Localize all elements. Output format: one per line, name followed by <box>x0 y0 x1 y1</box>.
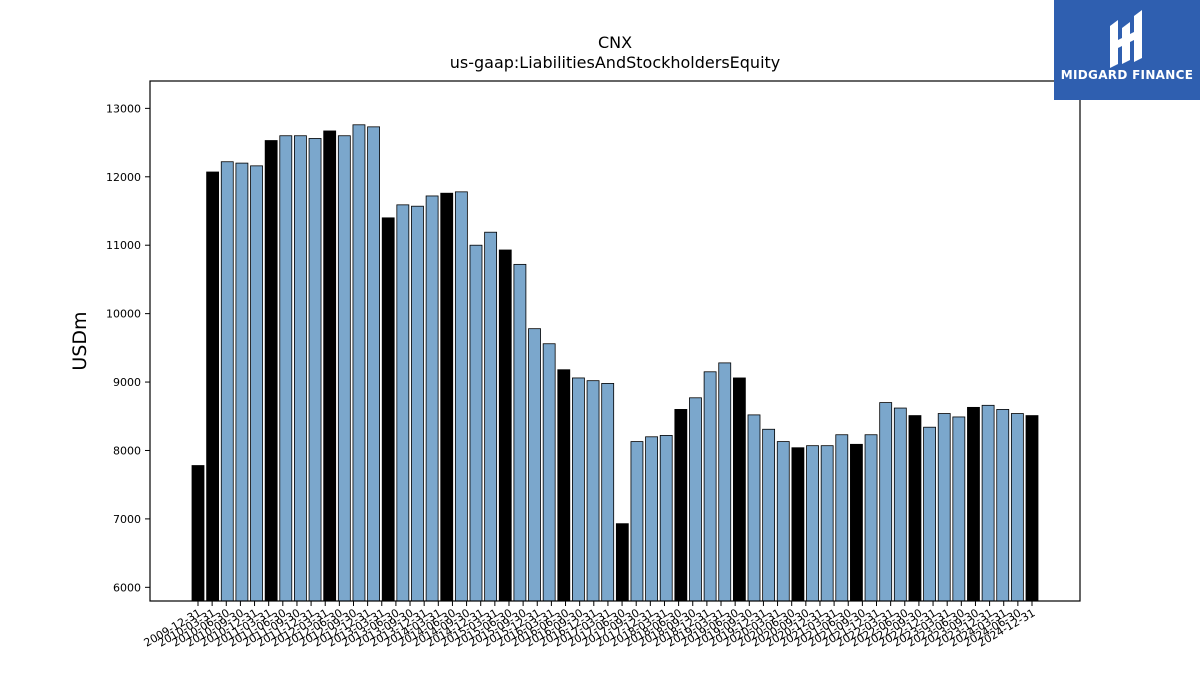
bar-2011-06-30 <box>279 135 293 602</box>
bar-2016-03-31 <box>557 369 571 602</box>
midgard-finance-logo: MIDGARD FINANCE <box>1054 0 1200 100</box>
bar-2013-09-30 <box>411 205 424 602</box>
bar-2021-12-31 <box>893 407 907 602</box>
bar-2022-06-30 <box>923 426 936 602</box>
y-tick-label: 13000 <box>106 102 141 115</box>
bar-2011-12-31 <box>308 138 322 602</box>
bar-2016-09-30 <box>586 380 600 602</box>
bar-2023-03-31 <box>967 406 980 602</box>
y-tick-label: 7000 <box>113 513 141 526</box>
bar-2012-09-30 <box>352 124 366 602</box>
bar-2020-09-30 <box>820 445 834 602</box>
bar-2019-09-30 <box>762 428 776 602</box>
bar-2017-03-31 <box>615 523 629 602</box>
bar-2021-06-30 <box>864 434 878 602</box>
y-tick-label: 9000 <box>113 376 141 389</box>
bar-2014-03-31 <box>440 192 454 602</box>
bar-2020-03-31 <box>791 447 805 602</box>
bar-2014-12-31 <box>484 231 498 602</box>
bar-2012-03-31 <box>323 130 337 602</box>
y-axis: 6000 7000 8000 9000 10000 11000 12000 13000 <box>106 102 150 594</box>
bar-2020-12-31 <box>835 434 849 602</box>
bar-2015-12-31 <box>542 343 556 602</box>
bar-2017-09-30 <box>645 436 658 602</box>
midgard-logo-icon <box>1110 10 1142 68</box>
y-tick-label: 10000 <box>106 308 141 321</box>
bar-2015-03-31 <box>498 249 512 602</box>
bar-2015-09-30 <box>528 328 541 602</box>
bar-2019-03-31 <box>732 377 746 602</box>
bar-2021-03-31 <box>850 443 863 602</box>
bars-group <box>191 124 1039 602</box>
bar-2015-06-30 <box>513 263 527 602</box>
bar-2013-03-31 <box>381 217 395 602</box>
bar-2022-03-31 <box>908 415 922 602</box>
bar-2021-09-30 <box>879 402 893 602</box>
bar-2019-06-30 <box>747 414 761 602</box>
bar-2011-03-31 <box>264 140 278 602</box>
bar-2010-06-30 <box>220 161 234 602</box>
chart-title: CNX <box>598 33 632 52</box>
bar-2012-06-30 <box>337 135 351 602</box>
bar-2012-12-31 <box>367 126 380 602</box>
y-tick-label: 8000 <box>113 444 141 457</box>
bar-2022-09-30 <box>937 413 951 602</box>
y-tick-label: 11000 <box>106 239 141 252</box>
bar-2016-06-30 <box>572 377 585 602</box>
bar-2009-12-31 <box>191 465 205 602</box>
bar-2014-09-30 <box>469 244 483 602</box>
bar-2022-12-31 <box>952 416 966 602</box>
bar-2016-12-31 <box>601 383 615 602</box>
bar-2011-09-30 <box>294 135 307 602</box>
bar-2018-06-30 <box>689 397 702 602</box>
bar-2017-12-31 <box>659 435 673 602</box>
bar-2013-06-30 <box>396 204 410 602</box>
y-axis-label: USDm <box>69 311 91 370</box>
bar-2019-12-31 <box>776 441 790 602</box>
bar-2010-12-31 <box>250 165 263 602</box>
bar-2010-09-30 <box>235 162 249 602</box>
chart-subtitle: us-gaap:LiabilitiesAndStockholdersEquity <box>450 53 781 72</box>
bar-2018-03-31 <box>674 409 688 602</box>
bar-2010-03-31 <box>206 171 220 602</box>
brand-name: MIDGARD FINANCE <box>1060 68 1194 82</box>
bar-2014-06-30 <box>454 191 468 602</box>
bar-2017-06-30 <box>630 441 644 602</box>
y-tick-label: 6000 <box>113 581 141 594</box>
bar-2020-06-30 <box>806 445 819 602</box>
bar-2023-09-30 <box>996 409 1010 602</box>
bar-2024-03-31 <box>1025 415 1039 602</box>
bar-2018-12-31 <box>718 362 732 602</box>
bar-2013-12-31 <box>425 195 439 602</box>
y-tick-label: 12000 <box>106 171 141 184</box>
bar-2018-09-30 <box>703 371 717 602</box>
bar-2023-12-31 <box>1010 413 1024 602</box>
plot-frame <box>149 80 1081 602</box>
bar-2023-06-30 <box>981 404 995 602</box>
x-axis: 2009-12-312010-03-312010-06-302010-09-30… <box>142 601 1038 650</box>
